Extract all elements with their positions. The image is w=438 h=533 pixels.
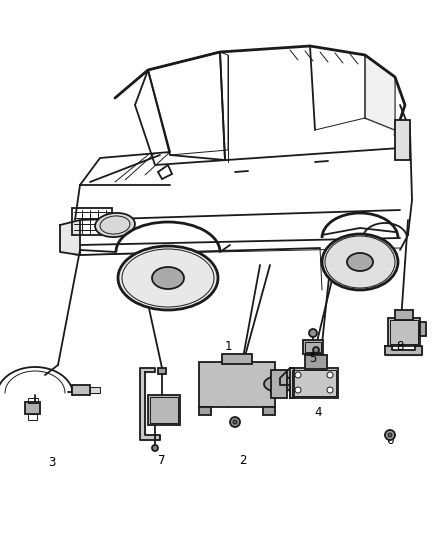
Bar bbox=[28, 414, 37, 420]
Bar bbox=[72, 385, 90, 395]
Bar bbox=[303, 340, 323, 354]
Bar bbox=[90, 387, 100, 393]
Ellipse shape bbox=[95, 213, 135, 237]
Bar bbox=[292, 370, 336, 396]
Circle shape bbox=[327, 372, 333, 378]
Ellipse shape bbox=[264, 376, 294, 392]
Ellipse shape bbox=[152, 267, 184, 289]
Bar bbox=[263, 407, 275, 415]
Bar bbox=[388, 318, 420, 346]
Text: 6: 6 bbox=[386, 433, 394, 447]
Bar bbox=[150, 397, 178, 423]
Circle shape bbox=[388, 433, 392, 437]
Circle shape bbox=[309, 329, 317, 337]
Polygon shape bbox=[140, 368, 160, 440]
Text: 3: 3 bbox=[48, 456, 56, 469]
Circle shape bbox=[230, 417, 240, 427]
Text: 2: 2 bbox=[239, 454, 247, 466]
Polygon shape bbox=[60, 220, 80, 255]
Bar bbox=[305, 342, 321, 352]
Bar bbox=[420, 322, 426, 336]
Circle shape bbox=[233, 420, 237, 424]
Text: 8: 8 bbox=[396, 341, 404, 353]
Ellipse shape bbox=[347, 253, 373, 271]
Circle shape bbox=[385, 430, 395, 440]
Bar bbox=[28, 398, 38, 403]
Circle shape bbox=[313, 347, 319, 353]
Ellipse shape bbox=[322, 234, 398, 290]
Polygon shape bbox=[280, 368, 294, 398]
Bar bbox=[199, 407, 211, 415]
Text: 1: 1 bbox=[224, 341, 232, 353]
Bar bbox=[271, 370, 287, 398]
Bar bbox=[290, 368, 338, 398]
Bar bbox=[148, 395, 180, 425]
Bar bbox=[158, 368, 166, 374]
Ellipse shape bbox=[118, 246, 218, 310]
Circle shape bbox=[295, 387, 301, 393]
Circle shape bbox=[327, 387, 333, 393]
Circle shape bbox=[295, 372, 301, 378]
Text: 4: 4 bbox=[314, 406, 322, 418]
Bar bbox=[390, 320, 418, 344]
Bar bbox=[395, 310, 413, 320]
Polygon shape bbox=[365, 55, 395, 130]
Bar bbox=[25, 402, 40, 414]
Text: 5: 5 bbox=[309, 352, 317, 366]
Bar bbox=[305, 355, 327, 369]
Bar bbox=[72, 208, 112, 235]
Bar bbox=[395, 120, 410, 160]
Circle shape bbox=[152, 445, 158, 451]
Text: 7: 7 bbox=[158, 455, 166, 467]
Bar bbox=[222, 354, 252, 364]
Polygon shape bbox=[385, 346, 422, 355]
Bar bbox=[199, 362, 275, 407]
